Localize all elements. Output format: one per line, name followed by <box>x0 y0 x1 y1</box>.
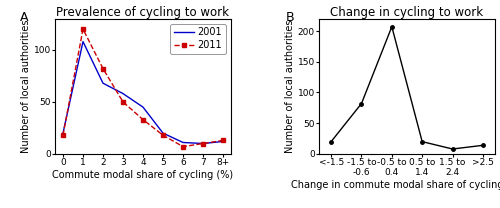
2001 <box>100 82 106 84</box>
2011 <box>200 142 206 145</box>
Text: B: B <box>286 11 294 24</box>
Line: 2001: 2001 <box>63 42 223 144</box>
X-axis label: Commute modal share of cycling (%): Commute modal share of cycling (%) <box>52 170 234 180</box>
X-axis label: Change in commute modal share of cycling (%): Change in commute modal share of cycling… <box>291 180 500 190</box>
2001 <box>160 132 166 134</box>
2001 <box>140 106 146 108</box>
Legend: 2001, 2011: 2001, 2011 <box>170 24 226 54</box>
2011 <box>220 139 226 142</box>
Text: A: A <box>20 11 28 24</box>
2001 <box>220 140 226 143</box>
2011 <box>180 145 186 148</box>
2011 <box>160 134 166 136</box>
Title: Prevalence of cycling to work: Prevalence of cycling to work <box>56 6 230 19</box>
2011 <box>100 67 106 70</box>
2001 <box>200 142 206 145</box>
2011 <box>60 134 66 136</box>
Y-axis label: Number of local authorities: Number of local authorities <box>285 20 295 153</box>
2001 <box>180 141 186 144</box>
Title: Change in cycling to work: Change in cycling to work <box>330 6 484 19</box>
2001 <box>120 92 126 95</box>
2011 <box>140 118 146 121</box>
2011 <box>80 28 86 30</box>
Y-axis label: Number of local authorities: Number of local authorities <box>21 20 31 153</box>
Line: 2011: 2011 <box>62 27 224 148</box>
2001 <box>80 40 86 43</box>
2011 <box>120 101 126 103</box>
2001 <box>60 132 66 134</box>
